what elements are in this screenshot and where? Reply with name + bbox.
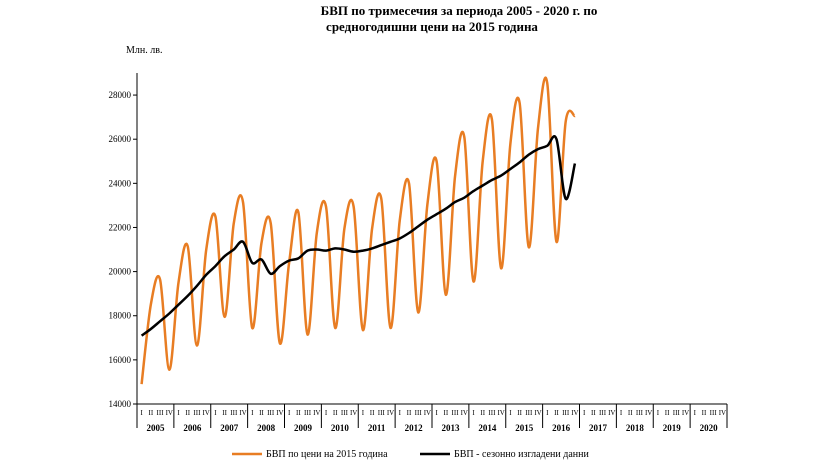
y-axis-unit-label: Млн. лв. xyxy=(126,45,162,56)
quarter-tick-label: IV xyxy=(571,409,578,417)
year-label-2015: 2015 xyxy=(515,423,534,433)
quarter-tick-label: I xyxy=(657,409,660,417)
quarter-tick-label: III xyxy=(157,409,165,417)
quarter-tick-label: I xyxy=(509,409,512,417)
year-label-2005: 2005 xyxy=(146,423,165,433)
quarter-tick-label: II xyxy=(370,409,375,417)
quarter-tick-label: III xyxy=(710,409,718,417)
series-gdp-line xyxy=(140,76,577,385)
quarter-tick-label: IV xyxy=(461,409,468,417)
quarter-tick-label: II xyxy=(259,409,264,417)
quarter-tick-label: I xyxy=(214,409,217,417)
y-tick-label: 26000 xyxy=(109,134,132,144)
quarter-tick-label: I xyxy=(472,409,475,417)
quarter-tick-label: IV xyxy=(497,409,504,417)
quarter-tick-label: IV xyxy=(202,409,209,417)
quarter-tick-label: III xyxy=(378,409,386,417)
quarter-tick-label: I xyxy=(288,409,291,417)
year-label-2013: 2013 xyxy=(441,423,460,433)
year-label-2011: 2011 xyxy=(368,423,386,433)
quarter-tick-label: IV xyxy=(350,409,357,417)
quarter-tick-label: I xyxy=(362,409,365,417)
year-label-2020: 2020 xyxy=(700,423,719,433)
year-label-2007: 2007 xyxy=(220,423,239,433)
quarter-tick-label: I xyxy=(583,409,586,417)
y-tick-label: 14000 xyxy=(109,399,132,409)
chart-title-line1: БВП по тримесечия за периода 2005 - 2020… xyxy=(321,3,598,18)
year-label-2012: 2012 xyxy=(405,423,424,433)
year-label-2019: 2019 xyxy=(663,423,682,433)
quarter-tick-label: II xyxy=(296,409,301,417)
quarter-tick-label: IV xyxy=(313,409,320,417)
y-tick-label: 28000 xyxy=(109,90,132,100)
quarter-tick-label: III xyxy=(341,409,349,417)
quarter-tick-label: III xyxy=(415,409,423,417)
year-label-2016: 2016 xyxy=(552,423,571,433)
quarter-tick-label: II xyxy=(665,409,670,417)
quarter-tick-label: III xyxy=(193,409,201,417)
year-label-2008: 2008 xyxy=(257,423,276,433)
year-label-2009: 2009 xyxy=(294,423,313,433)
quarter-tick-label: II xyxy=(591,409,596,417)
quarter-tick-label: II xyxy=(185,409,190,417)
quarter-tick-label: I xyxy=(546,409,549,417)
quarter-tick-label: II xyxy=(554,409,559,417)
legend-label-seasonally-adjusted: БВП - сезонно изгладени данни xyxy=(454,449,589,460)
y-tick-label: 18000 xyxy=(109,311,132,321)
quarter-tick-label: III xyxy=(267,409,275,417)
quarter-tick-label: III xyxy=(452,409,460,417)
quarter-tick-label: IV xyxy=(719,409,726,417)
quarter-tick-label: I xyxy=(435,409,438,417)
quarter-tick-label: I xyxy=(399,409,402,417)
y-tick-label: 22000 xyxy=(109,222,132,232)
quarter-tick-label: IV xyxy=(608,409,615,417)
quarter-tick-label: III xyxy=(488,409,496,417)
quarter-tick-label: IV xyxy=(166,409,173,417)
quarter-tick-label: III xyxy=(304,409,312,417)
quarter-tick-label: I xyxy=(177,409,180,417)
quarter-tick-label: IV xyxy=(534,409,541,417)
series-seasonally-adjusted-line xyxy=(140,135,577,337)
chart-title-line2: средногодишни цени на 2015 година xyxy=(326,19,538,34)
series-lines xyxy=(140,76,577,385)
quarter-tick-label: IV xyxy=(682,409,689,417)
quarter-tick-label: III xyxy=(230,409,238,417)
quarter-tick-label: II xyxy=(148,409,153,417)
quarter-tick-label: I xyxy=(325,409,328,417)
quarter-tick-label: IV xyxy=(424,409,431,417)
year-label-2017: 2017 xyxy=(589,423,608,433)
quarter-tick-label: II xyxy=(517,409,522,417)
quarter-tick-label: II xyxy=(443,409,448,417)
quarter-tick-label: II xyxy=(702,409,707,417)
quarter-tick-label: III xyxy=(599,409,607,417)
quarter-tick-label: IV xyxy=(387,409,394,417)
y-tick-label: 24000 xyxy=(109,178,132,188)
quarter-tick-label: I xyxy=(620,409,623,417)
year-label-2010: 2010 xyxy=(331,423,350,433)
quarter-tick-label: II xyxy=(480,409,485,417)
quarter-tick-label: II xyxy=(407,409,412,417)
quarter-tick-label: III xyxy=(562,409,570,417)
quarter-tick-label: III xyxy=(525,409,533,417)
quarter-tick-label: II xyxy=(333,409,338,417)
quarter-tick-label: II xyxy=(222,409,227,417)
quarter-tick-label: I xyxy=(251,409,254,417)
axes: 14000 16000 18000 20000 22000 24000 26000 28000… xyxy=(109,73,728,433)
quarter-tick-label: III xyxy=(636,409,644,417)
year-label-2018: 2018 xyxy=(626,423,645,433)
quarter-tick-label: IV xyxy=(645,409,652,417)
quarter-tick-label: II xyxy=(628,409,633,417)
quarter-tick-label: III xyxy=(673,409,681,417)
year-label-2006: 2006 xyxy=(183,423,202,433)
legend: БВП по цени на 2015 година БВП - сезонно… xyxy=(232,449,589,460)
quarter-tick-label: I xyxy=(140,409,143,417)
y-tick-label: 20000 xyxy=(109,267,132,277)
year-label-2014: 2014 xyxy=(478,423,497,433)
quarter-tick-label: IV xyxy=(276,409,283,417)
quarter-tick-label: IV xyxy=(239,409,246,417)
quarter-tick-label: I xyxy=(694,409,697,417)
legend-label-gdp: БВП по цени на 2015 година xyxy=(266,449,388,460)
y-tick-label: 16000 xyxy=(109,355,132,365)
